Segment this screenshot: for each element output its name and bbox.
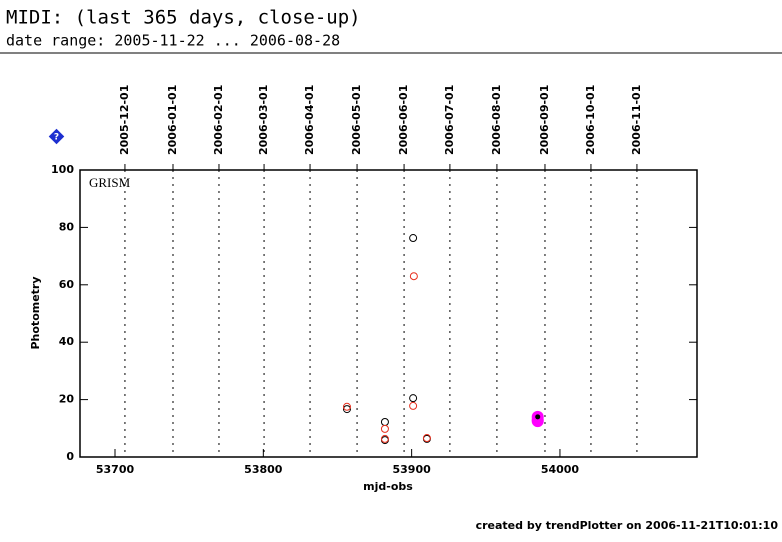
point: [531, 413, 544, 426]
point: [409, 401, 418, 410]
date-label: 2006-07-01: [443, 85, 456, 155]
date-label: 2005-12-01: [118, 85, 131, 155]
date-label: 2006-04-01: [303, 85, 316, 155]
date-label: 2006-06-01: [397, 85, 410, 155]
x-tick-label: 53800: [244, 463, 283, 476]
point: [380, 434, 389, 443]
date-label: 2006-09-01: [538, 85, 551, 155]
x-tick-label: 54000: [541, 463, 580, 476]
page-title: MIDI: (last 365 days, close-up): [6, 7, 361, 29]
date-label: 2006-11-01: [630, 85, 643, 155]
page-subtitle: date range: 2005-11-22 ... 2006-08-28: [6, 32, 340, 50]
panel-label: GRISM: [89, 175, 131, 190]
point: [342, 402, 351, 411]
date-label: 2006-08-01: [490, 85, 503, 155]
point: [409, 272, 418, 281]
x-tick-label: 53700: [96, 463, 135, 476]
x-tick-label: 53900: [392, 463, 431, 476]
point: [535, 414, 541, 420]
y-tick-label: 20: [59, 393, 75, 406]
date-label: 2006-10-01: [584, 85, 597, 155]
help-diamond[interactable]: [48, 128, 65, 145]
point: [342, 405, 351, 414]
point: [422, 434, 431, 443]
point: [380, 417, 389, 426]
footer: created by trendPlotter on 2006-11-21T10…: [476, 519, 779, 532]
plot-frame: [79, 169, 698, 458]
help-text[interactable]: ?: [54, 133, 59, 143]
x-axis-label: mjd-obs: [363, 480, 413, 493]
point: [409, 234, 418, 243]
date-label: 2006-05-01: [350, 85, 363, 155]
y-axis-label: Photometry: [29, 276, 42, 349]
date-label: 2006-03-01: [257, 85, 270, 155]
y-tick-label: 0: [66, 450, 74, 463]
point: [409, 394, 418, 403]
y-tick-label: 40: [59, 335, 75, 348]
y-tick-label: 60: [59, 278, 75, 291]
date-label: 2006-01-01: [166, 85, 179, 155]
point: [380, 424, 389, 433]
y-tick-label: 80: [59, 220, 75, 233]
date-label: 2006-02-01: [212, 85, 225, 155]
y-tick-label: 100: [51, 163, 74, 176]
help-icon[interactable]: ?: [48, 128, 65, 145]
